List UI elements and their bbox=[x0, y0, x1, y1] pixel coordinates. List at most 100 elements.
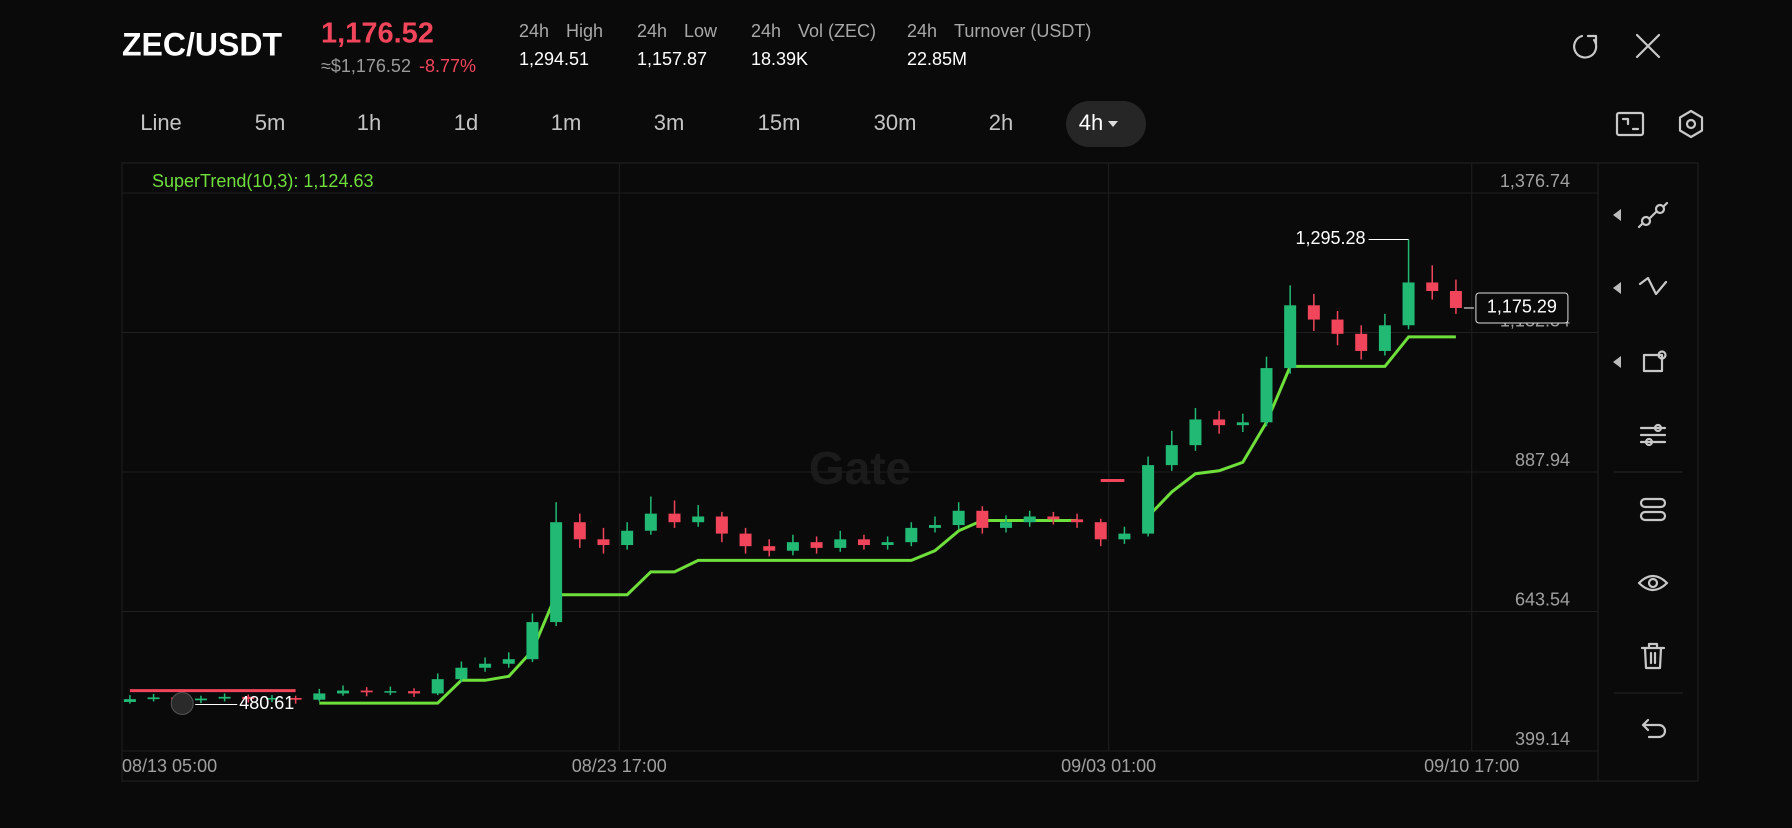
tool-icon bbox=[1644, 437, 1654, 447]
active-tab-bg bbox=[1066, 101, 1146, 147]
y-tick-label: 643.54 bbox=[1515, 589, 1570, 609]
stat-period: 24h bbox=[907, 21, 937, 41]
last-price-box bbox=[1475, 292, 1569, 324]
candle-body bbox=[1284, 305, 1297, 369]
candle-body bbox=[1307, 305, 1320, 320]
delete-tool[interactable] bbox=[1640, 642, 1666, 670]
low-label: 480.61 bbox=[239, 693, 294, 713]
timeframe-tab[interactable]: 1d bbox=[454, 110, 478, 135]
stat-label: Low bbox=[684, 21, 718, 41]
candle-body bbox=[976, 510, 989, 528]
candle-body bbox=[597, 539, 610, 546]
expand-arrow[interactable] bbox=[1613, 282, 1621, 294]
candle-body bbox=[1000, 522, 1013, 528]
stats: 24h High 1,294.51 24h Low 1,157.87 24h Vol (ZEC… bbox=[519, 21, 1091, 69]
tool-icon bbox=[1639, 510, 1667, 522]
tool-icon bbox=[1654, 203, 1666, 215]
refresh-icon bbox=[1573, 34, 1598, 59]
candle-body bbox=[1260, 368, 1273, 423]
drawing-toolbar bbox=[1613, 201, 1683, 739]
stat-period: 24h bbox=[519, 21, 549, 41]
tool-icon bbox=[1647, 577, 1659, 589]
fiat-price: ≈$1,176.52 bbox=[321, 56, 411, 76]
timeframe-tab[interactable]: 3m bbox=[654, 110, 685, 135]
close-button[interactable] bbox=[1635, 33, 1661, 59]
tool-icon bbox=[1640, 642, 1666, 670]
tool-icon bbox=[1653, 423, 1663, 433]
stat-label: Turnover (USDT) bbox=[954, 21, 1091, 41]
timeframe-tab[interactable]: 5m bbox=[255, 110, 286, 135]
tool-icon bbox=[1640, 215, 1652, 227]
candle-body bbox=[550, 522, 563, 623]
candle-body bbox=[928, 525, 941, 528]
tool-icon bbox=[1639, 497, 1667, 509]
timeframe-tab[interactable]: 30m bbox=[874, 110, 917, 135]
expand-arrow[interactable] bbox=[1613, 209, 1621, 221]
timeframe-tab[interactable]: 4h bbox=[1079, 110, 1103, 135]
y-tick-label: 887.94 bbox=[1515, 450, 1570, 470]
candle-body bbox=[265, 697, 278, 700]
candle-body bbox=[289, 697, 302, 700]
candle-body bbox=[455, 667, 468, 680]
refresh-arrow bbox=[1586, 34, 1598, 46]
candle-body bbox=[194, 698, 207, 701]
candle-body bbox=[123, 699, 136, 702]
tool-icon bbox=[1657, 350, 1667, 360]
candle-body bbox=[384, 691, 397, 693]
candle-body bbox=[408, 691, 421, 694]
candle-body bbox=[857, 539, 870, 546]
supertrend-line bbox=[319, 335, 1456, 705]
last-price-label: 1,175.29 bbox=[1487, 297, 1557, 317]
y-tick-label: 1,376.74 bbox=[1500, 171, 1570, 191]
candle-body bbox=[1236, 422, 1249, 426]
price: 1,176.52 bbox=[321, 18, 434, 50]
timeframe-tab[interactable]: 1h bbox=[357, 110, 381, 135]
supertrend-line bbox=[129, 479, 1125, 693]
x-tick-label: 09/10 17:00 bbox=[1424, 756, 1519, 776]
candle-body bbox=[1165, 445, 1178, 466]
settings-button[interactable] bbox=[1678, 109, 1704, 139]
stat-label: Vol (ZEC) bbox=[798, 21, 876, 41]
expand-arrow[interactable] bbox=[1613, 356, 1621, 368]
candle-body bbox=[526, 622, 539, 660]
stat-period: 24h bbox=[637, 21, 667, 41]
change: -8.77% bbox=[419, 56, 476, 76]
plot: 399.14643.54887.941,132.341,376.7408/13 … bbox=[121, 163, 1598, 776]
candle-body bbox=[1402, 282, 1415, 326]
candle-body bbox=[834, 539, 847, 548]
candle-body bbox=[431, 679, 444, 694]
pair: ZEC/USDT bbox=[122, 26, 282, 62]
tool-icon bbox=[1637, 201, 1669, 229]
candle-body bbox=[668, 513, 681, 523]
pattern-tool[interactable] bbox=[1638, 276, 1668, 296]
tool-icon bbox=[1641, 718, 1667, 739]
stat-value: 1,294.51 bbox=[519, 49, 589, 69]
candle-body bbox=[147, 697, 160, 700]
timeframe-tab[interactable]: 15m bbox=[758, 110, 801, 135]
candle-body bbox=[905, 527, 918, 543]
candle-body bbox=[1023, 516, 1036, 523]
candle-body bbox=[1047, 516, 1060, 520]
timeframe-tab[interactable]: 1m bbox=[551, 110, 582, 135]
undo-tool[interactable] bbox=[1641, 718, 1667, 739]
candle-body bbox=[573, 522, 586, 540]
trendline-tool[interactable] bbox=[1637, 201, 1669, 229]
candle-body bbox=[763, 546, 776, 551]
fullscreen-button[interactable] bbox=[1615, 111, 1645, 137]
candle-body bbox=[810, 542, 823, 548]
candle-body bbox=[1331, 319, 1344, 334]
indicator-label: SuperTrend(10,3): 1,124.63 bbox=[152, 171, 373, 191]
visibility-toggle[interactable] bbox=[1637, 574, 1669, 592]
timeframe-tab[interactable]: 2h bbox=[989, 110, 1013, 135]
object-settings[interactable] bbox=[1639, 497, 1667, 522]
timeframe-tab[interactable]: Line bbox=[140, 110, 182, 135]
tab-dropdown-arrow bbox=[1108, 121, 1118, 127]
shape-tool[interactable] bbox=[1642, 350, 1667, 373]
candle-body bbox=[715, 516, 728, 534]
indicator-settings[interactable] bbox=[1639, 423, 1667, 447]
refresh-button[interactable] bbox=[1573, 34, 1598, 59]
candle-body bbox=[1189, 419, 1202, 446]
candle-body bbox=[881, 542, 894, 546]
